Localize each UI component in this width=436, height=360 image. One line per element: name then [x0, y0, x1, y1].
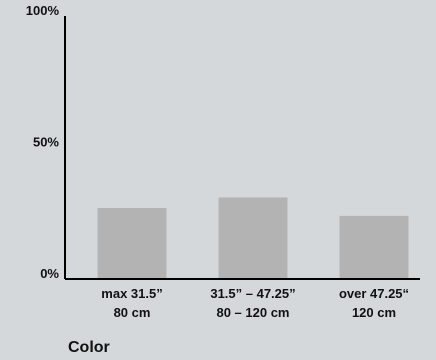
x-category-label: 120 cm	[352, 305, 396, 320]
x-axis-label: Color	[68, 339, 110, 356]
x-category-label: 31.5” – 47.25”	[210, 286, 295, 301]
bar	[97, 207, 167, 279]
y-tick-label: 50%	[33, 135, 59, 150]
x-category-label: max 31.5”	[101, 286, 162, 301]
bar-chart: 0% 50% 100% max 31.5” 80 cm 31.5” – 47.25” 80…	[26, 3, 420, 320]
y-tick-label: 0%	[40, 266, 59, 281]
x-category-label: 80 – 120 cm	[216, 305, 289, 320]
y-tick-label: 100%	[26, 3, 60, 18]
bar	[339, 215, 409, 279]
x-category-label: over 47.25“	[339, 286, 409, 301]
x-category-label: 80 cm	[114, 305, 151, 320]
bar	[218, 197, 288, 279]
